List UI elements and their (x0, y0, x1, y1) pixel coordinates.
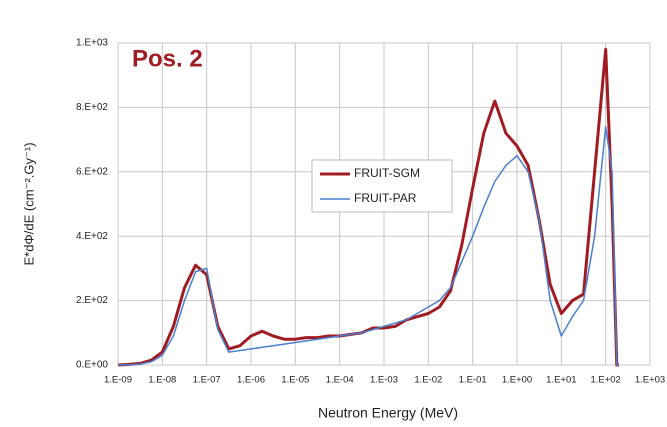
x-tick-label: 1.E-09 (104, 375, 132, 386)
x-tick-label: 1.E+02 (590, 375, 620, 386)
y-tick-label: 6.E+02 (76, 166, 108, 177)
x-tick-label: 1.E-07 (193, 375, 221, 386)
y-tick-label: 0.E+00 (76, 360, 108, 371)
x-tick-label: 1.E+00 (502, 375, 532, 386)
y-tick-label: 1.E+03 (76, 38, 108, 49)
y-axis-label: E*dΦ/dE (cm⁻².Gy⁻¹) (21, 142, 36, 265)
x-tick-label: 1.E-06 (237, 375, 265, 386)
y-tick-label: 8.E+02 (76, 102, 108, 113)
legend-box (311, 159, 453, 213)
x-tick-label: 1.E-05 (281, 375, 309, 386)
x-tick-label: 1.E-01 (459, 375, 487, 386)
x-tick-label: 1.E-08 (148, 375, 176, 386)
annotation: Pos. 2 (132, 45, 203, 72)
x-axis-label: Neutron Energy (MeV) (318, 405, 458, 421)
x-tick-label: 1.E-03 (370, 375, 398, 386)
x-tick-label: 1.E+03 (635, 375, 665, 386)
legend-label: FRUIT-SGM (354, 166, 420, 180)
y-tick-label: 4.E+02 (76, 231, 108, 242)
x-tick-label: 1.E-02 (414, 375, 442, 386)
x-tick-label: 1.E-04 (326, 375, 354, 386)
x-tick-label: 1.E+01 (546, 375, 576, 386)
data-line (117, 125, 619, 366)
y-tick-label: 2.E+02 (76, 295, 108, 306)
legend-label: FRUIT-PAR (354, 191, 417, 205)
